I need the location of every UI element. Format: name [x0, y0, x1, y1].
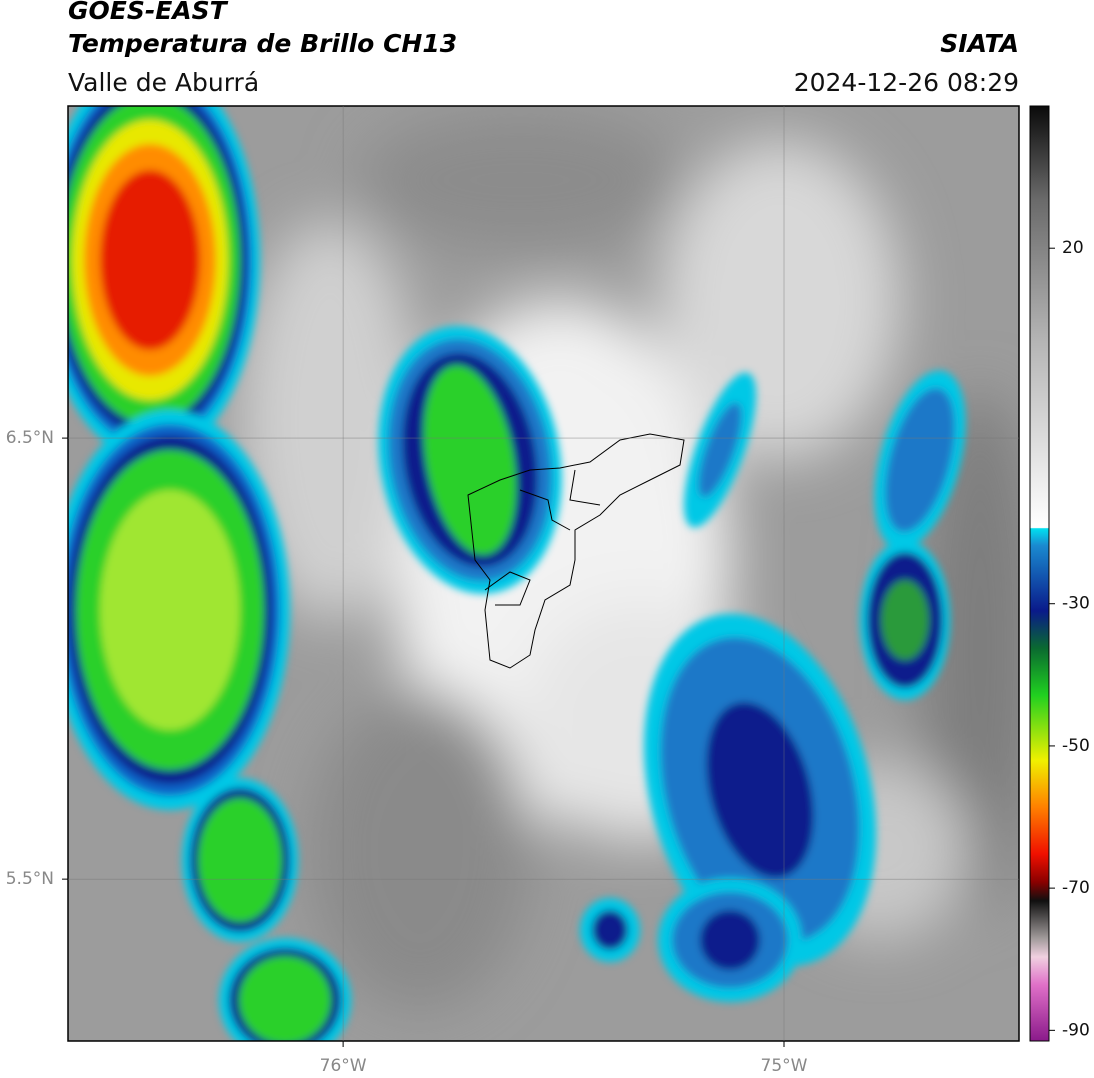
map-frame — [67, 105, 1020, 1042]
region: Valle de Aburrá — [68, 68, 259, 97]
colorbar-tick-label: -30 — [1062, 594, 1090, 614]
colorbar-tick-label: 20 — [1062, 238, 1084, 258]
subtitle: Temperatura de Brillo CH13 — [68, 29, 457, 58]
colorbar — [1029, 105, 1050, 1042]
x-tick-label: 76°W — [320, 1056, 367, 1076]
municipal-boundaries — [467, 433, 685, 669]
title: GOES-EAST — [68, 0, 229, 25]
datetime: 2024-12-26 08:29 — [794, 68, 1019, 97]
x-tick-label: 75°W — [761, 1056, 808, 1076]
satellite-image — [68, 106, 1019, 1041]
y-tick-label: 5.5°N — [6, 869, 54, 889]
colorbar-tick-label: -90 — [1062, 1020, 1090, 1040]
colorbar-tick-label: -50 — [1062, 736, 1090, 756]
colorbar-tick-label: -70 — [1062, 878, 1090, 898]
source: SIATA — [940, 29, 1019, 58]
y-tick-label: 6.5°N — [6, 428, 54, 448]
